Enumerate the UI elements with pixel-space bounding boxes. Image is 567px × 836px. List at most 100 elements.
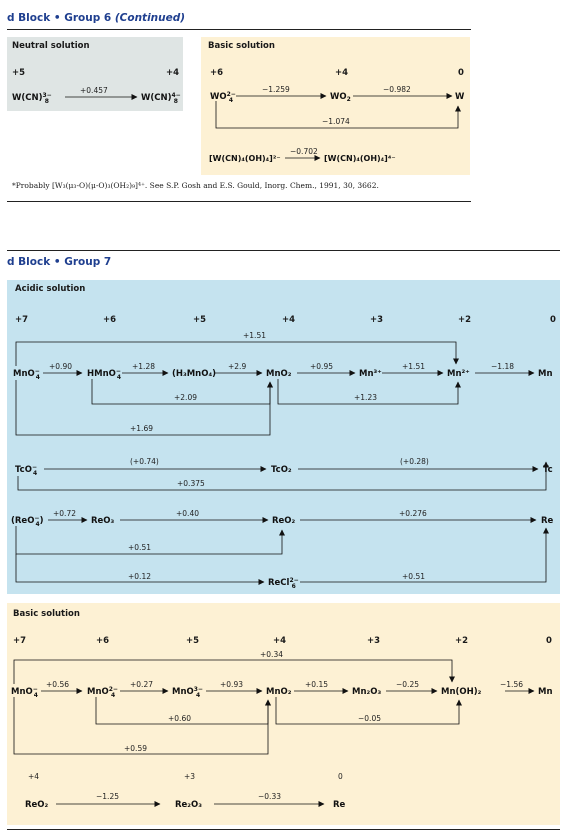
potential: +1.23 xyxy=(354,393,377,402)
rule xyxy=(7,250,560,251)
potential: −1.259 xyxy=(262,85,290,94)
species-reo2: ReO₂ xyxy=(25,800,49,810)
header-prefix: d Block xyxy=(7,12,51,24)
potential: +2.09 xyxy=(174,393,197,402)
footnote: *Probably [W₃(μ₃-O)(μ-O)₃(OH₂)₉]⁴⁺. See … xyxy=(12,181,379,190)
potential: +0.276 xyxy=(399,509,427,518)
neutral-title: Neutral solution xyxy=(12,41,90,51)
species-w-cn8-3: W(CN)3− 8 xyxy=(12,92,52,105)
species-tco2: TcO₂ xyxy=(271,465,292,475)
ox-state: +3 xyxy=(367,636,381,646)
potential: +0.95 xyxy=(310,362,333,371)
species-w: W xyxy=(455,92,465,102)
ox-state: 0 xyxy=(550,315,556,325)
potential: +0.27 xyxy=(130,680,153,689)
header-group: Group 6 xyxy=(64,12,112,24)
species-mn: Mn xyxy=(538,369,553,379)
species-tco4: TcO− 4 xyxy=(15,464,37,477)
acidic-title: Acidic solution xyxy=(15,284,86,294)
header-group: Group 7 xyxy=(64,256,112,268)
header-bullet: • xyxy=(53,256,61,268)
potential: −0.982 xyxy=(383,85,411,94)
rule xyxy=(7,29,471,30)
basic6-title: Basic solution xyxy=(208,41,275,51)
header-prefix: d Block xyxy=(7,256,51,268)
species-mno4-3: MnO3− 4 xyxy=(172,686,203,699)
species-re2o3: Re₂O₃ xyxy=(175,800,202,810)
species-mno4-2: MnO2− 4 xyxy=(87,686,118,699)
species-tc: Tc xyxy=(543,465,553,475)
potential: +0.34 xyxy=(260,650,283,659)
ox-state: +4 xyxy=(273,636,287,646)
potential: +1.69 xyxy=(130,424,153,433)
potential: +0.60 xyxy=(168,714,191,723)
species-reo4: (ReO− 4) xyxy=(11,515,44,528)
species-h3mno4: (H₃MnO₄) xyxy=(172,369,216,379)
species-mn: Mn xyxy=(538,687,553,697)
potential: −1.56 xyxy=(500,680,523,689)
potential: +1.51 xyxy=(243,331,266,340)
species-mn3: Mn³⁺ xyxy=(359,369,382,379)
species-wo4: WO2− 4 xyxy=(210,91,236,104)
potential: (+0.74) xyxy=(130,457,159,466)
rule xyxy=(7,201,471,202)
species-wo2: WO2 xyxy=(330,92,351,103)
ox-state: +7 xyxy=(15,315,29,325)
potential: +0.375 xyxy=(177,479,205,488)
species-recl6: ReCl2− 6 xyxy=(268,577,299,590)
potential: (+0.28) xyxy=(400,457,429,466)
potential: +0.15 xyxy=(305,680,328,689)
species-mn-oh2: Mn(OH)₂ xyxy=(441,687,482,697)
header-continued: (Continued) xyxy=(114,12,186,24)
potential: −1.25 xyxy=(96,792,119,801)
potential: +0.457 xyxy=(80,86,108,95)
ox-state: +5 xyxy=(12,68,26,78)
basic-solution-panel xyxy=(201,37,470,175)
potential: +0.59 xyxy=(124,744,147,753)
potential: +1.51 xyxy=(402,362,425,371)
species-re: Re xyxy=(541,516,554,526)
potential: −1.18 xyxy=(491,362,514,371)
ox-state: +6 xyxy=(96,636,110,646)
ox-state: 0 xyxy=(458,68,464,78)
ox-state: +4 xyxy=(282,315,296,325)
potential: +0.12 xyxy=(128,572,151,581)
potential: +0.40 xyxy=(176,509,199,518)
species-mno2: MnO₂ xyxy=(266,369,292,379)
species-w-cn-oh-2: [W(CN)₄(OH)₄]²⁻ xyxy=(209,154,281,163)
ox-state: +2 xyxy=(458,315,472,325)
potential: +0.72 xyxy=(53,509,76,518)
species-hmno4: HMnO− 4 xyxy=(87,368,121,381)
rule xyxy=(7,829,560,830)
ox-state: +7 xyxy=(13,636,27,646)
species-mno4: MnO− 4 xyxy=(11,686,38,699)
potential: +0.56 xyxy=(46,680,69,689)
species-mno2: MnO₂ xyxy=(266,687,292,697)
ox-state: +6 xyxy=(210,68,224,78)
potential: −0.25 xyxy=(396,680,419,689)
species-w-cn8-4: W(CN)4− 8 xyxy=(141,92,181,105)
potential: +2.9 xyxy=(228,362,246,371)
potential: −0.05 xyxy=(358,714,381,723)
re-ox-state: +3 xyxy=(184,772,195,781)
potential: −1.074 xyxy=(322,117,350,126)
ox-state: +3 xyxy=(370,315,384,325)
header-group6: d Block • Group 6 (Continued) xyxy=(7,12,185,24)
ox-state: +4 xyxy=(166,68,180,78)
species-w-cn-oh-4: [W(CN)₄(OH)₄]⁴⁻ xyxy=(324,154,396,163)
basic7-title: Basic solution xyxy=(13,609,80,619)
ox-state: +2 xyxy=(455,636,469,646)
ox-state: +4 xyxy=(335,68,349,78)
ox-state: 0 xyxy=(546,636,552,646)
species-reo2: ReO₂ xyxy=(272,516,296,526)
species-re: Re xyxy=(333,800,346,810)
potential: −0.33 xyxy=(258,792,281,801)
species-reo3: ReO₃ xyxy=(91,516,115,526)
re-ox-state: 0 xyxy=(338,772,343,781)
neutral-solution-panel xyxy=(7,37,183,111)
species-mn2o3: Mn₂O₃ xyxy=(352,687,381,697)
potential: +0.51 xyxy=(402,572,425,581)
potential: +1.28 xyxy=(132,362,155,371)
potential: −0.702 xyxy=(290,147,318,156)
